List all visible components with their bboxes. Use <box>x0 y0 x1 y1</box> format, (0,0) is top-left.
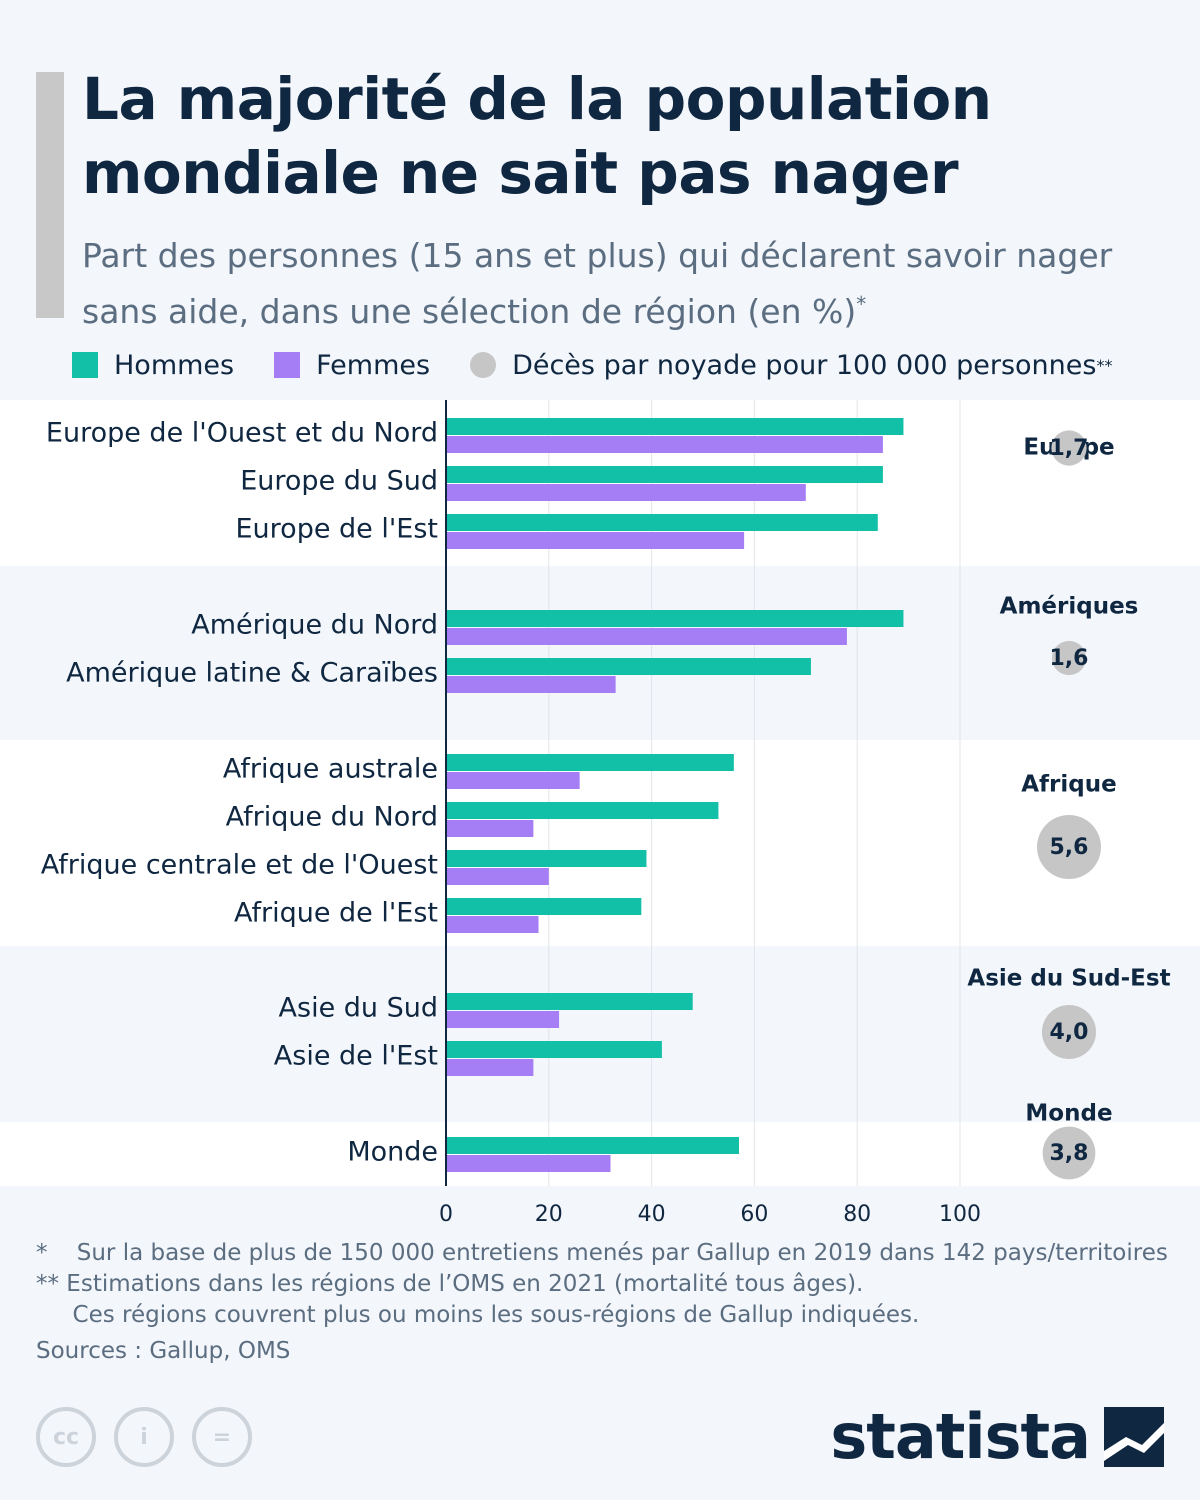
death-rate-label: 4,0 <box>1050 1020 1089 1045</box>
region-label: Amériques <box>1000 594 1139 620</box>
death-rate-bubble <box>1041 1004 1097 1060</box>
x-tick-label: 20 <box>535 1202 563 1227</box>
bar-hommes <box>446 754 734 771</box>
statista-logo-icon <box>1104 1406 1164 1467</box>
bar-chart: Europe de l'Ouest et du Nord Europe du Su… <box>0 400 1200 1227</box>
bar-femmes <box>446 628 847 645</box>
x-tick-label: 100 <box>939 1202 981 1227</box>
bar-femmes <box>446 820 534 837</box>
nd-equals-icon[interactable]: = <box>192 1407 252 1467</box>
by-person-icon[interactable]: i <box>114 1407 174 1467</box>
death-rate-bubble <box>1042 1126 1096 1180</box>
bar-femmes <box>446 436 883 453</box>
death-rate-bubble <box>1051 430 1087 466</box>
license-icons: cc i = <box>36 1407 270 1467</box>
region-label: Asie du Sud-Est <box>967 966 1170 992</box>
bar-hommes <box>446 898 642 915</box>
bar-hommes <box>446 802 719 819</box>
region-label: Afrique <box>1021 772 1116 798</box>
x-tick-label: 0 <box>439 1202 453 1227</box>
chart-title: La majorité de la population mondiale ne… <box>82 65 992 207</box>
bar-femmes <box>446 868 549 885</box>
region-label: Monde <box>1025 1101 1112 1127</box>
brand-name: statista <box>830 1400 1091 1473</box>
category-label: Afrique australe <box>223 754 438 785</box>
bar-hommes <box>446 418 904 435</box>
death-rate-label: 1,6 <box>1050 646 1089 671</box>
bar-hommes <box>446 1137 739 1154</box>
bar-femmes <box>446 1059 534 1076</box>
legend-swatch-hommes <box>72 352 98 378</box>
death-rate-label: 1,7 <box>1050 436 1089 461</box>
bar-hommes <box>446 466 883 483</box>
bar-femmes <box>446 1011 560 1028</box>
category-label: Europe du Sud <box>240 466 438 497</box>
bar-hommes <box>446 993 693 1010</box>
legend-swatch-femmes <box>274 352 301 378</box>
x-tick-label: 40 <box>638 1202 666 1227</box>
legend-label-deces: Décès par noyade pour 100 000 personnes <box>512 349 1097 381</box>
bar-hommes <box>446 850 647 867</box>
bar-femmes <box>446 484 806 501</box>
subtitle-footnote-marker: * <box>856 292 867 316</box>
bar-femmes <box>446 532 745 549</box>
category-label: Afrique du Nord <box>226 802 438 833</box>
death-rate-bubble <box>1037 815 1101 879</box>
legend-item-deces: Décès par noyade pour 100 000 personnes *… <box>470 350 1112 381</box>
death-rate-label: 5,6 <box>1050 835 1089 860</box>
x-tick-label: 80 <box>843 1202 871 1227</box>
legend-item-hommes: Hommes <box>72 350 234 381</box>
footnote-3: Ces régions couvrent plus ou moins les s… <box>36 1302 920 1328</box>
bar-femmes <box>446 1155 611 1172</box>
category-label: Afrique centrale et de l'Ouest <box>41 850 438 881</box>
category-label: Asie de l'Est <box>274 1041 438 1072</box>
legend-label-femmes: Femmes <box>316 349 431 381</box>
legend-swatch-deces <box>470 352 497 378</box>
title-accent-bar <box>36 72 64 318</box>
bar-femmes <box>446 772 580 789</box>
death-rate-label: 3,8 <box>1050 1141 1089 1166</box>
legend-label-hommes: Hommes <box>114 349 235 381</box>
death-rate-bubble <box>1051 640 1087 676</box>
category-label: Afrique de l'Est <box>234 898 438 929</box>
legend-deces-marker: ** <box>1096 355 1113 375</box>
statista-logo[interactable]: statista <box>830 1400 1164 1473</box>
legend: Hommes Femmes Décès par noyade pour 100 … <box>72 345 1152 385</box>
x-tick-label: 60 <box>740 1202 768 1227</box>
category-label: Asie du Sud <box>279 993 438 1024</box>
category-label: Europe de l'Ouest et du Nord <box>46 418 438 449</box>
bar-femmes <box>446 916 539 933</box>
sources: Sources : Gallup, OMS <box>36 1338 291 1364</box>
category-label: Amérique du Nord <box>191 610 438 641</box>
footnotes: * Sur la base de plus de 150 000 entreti… <box>36 1238 1176 1331</box>
bar-hommes <box>446 1041 662 1058</box>
region-band <box>0 566 1200 740</box>
subtitle-text: Part des personnes (15 ans et plus) qui … <box>82 236 1113 331</box>
bar-hommes <box>446 514 878 531</box>
chart-subtitle: Part des personnes (15 ans et plus) qui … <box>82 232 1162 336</box>
footnote-2: ** Estimations dans les régions de l’OMS… <box>36 1271 864 1297</box>
category-label: Europe de l'Est <box>236 514 439 545</box>
bar-hommes <box>446 610 904 627</box>
region-band <box>0 946 1200 1122</box>
bar-hommes <box>446 658 811 675</box>
footnote-1: * Sur la base de plus de 150 000 entreti… <box>36 1240 1168 1266</box>
category-label: Amérique latine & Caraïbes <box>66 658 438 689</box>
bar-femmes <box>446 676 616 693</box>
legend-item-femmes: Femmes <box>274 350 430 381</box>
category-label: Monde <box>347 1137 438 1168</box>
cc-icon[interactable]: cc <box>36 1407 96 1467</box>
